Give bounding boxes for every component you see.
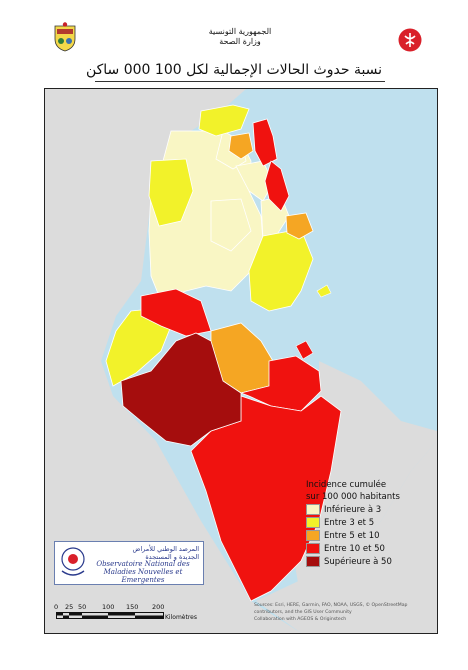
legend-label: Supérieure à 50 (324, 556, 392, 567)
map-legend: Incidence cumulée sur 100 000 habitants … (306, 479, 418, 568)
region-mahdia (248, 228, 314, 312)
legend-label: Entre 10 et 50 (324, 543, 385, 554)
region-kebili (120, 332, 242, 447)
legend-title-line1: Incidence cumulée (306, 480, 387, 490)
scale-tick-label: 0 (54, 603, 59, 611)
legend-label: Entre 5 et 10 (324, 530, 380, 541)
legend-item: Supérieure à 50 (306, 555, 418, 568)
map-credits: Sources: Esri, HERE, Garmin, FAO, NOAA, … (254, 602, 430, 623)
region-gafsa (140, 288, 212, 337)
legend-item: Entre 5 et 10 (306, 529, 418, 542)
region-kerkennah (316, 284, 332, 298)
scale-tick-label: 150 (126, 603, 139, 611)
logo-french: Observatoire National des Maladies Nouve… (87, 560, 199, 584)
legend-label: Inférieure à 3 (324, 504, 382, 515)
scale-tick-label: 50 (78, 603, 87, 611)
scale-unit: Kilomètres (165, 614, 197, 621)
logo-arabic-line1: المرصد الوطني للأمراض (132, 545, 199, 553)
credits-line2: contributors, and the GIS User Community (254, 610, 352, 615)
observatory-emblem-icon (61, 547, 85, 576)
legend-swatch (306, 530, 320, 541)
header-text: الجمهورية التونسية وزارة الصحة (170, 27, 310, 47)
scale-tick-label: 200 (152, 603, 165, 611)
legend-item: Entre 3 et 5 (306, 516, 418, 529)
logo-arabic: المرصد الوطني للأمراض الجديدة و المستجدة (91, 545, 199, 561)
legend-swatch (306, 504, 320, 515)
legend-swatch (306, 556, 320, 567)
observatory-logo: المرصد الوطني للأمراض الجديدة و المستجدة… (54, 541, 204, 585)
legend-title-line2: sur 100 000 habitants (306, 492, 400, 502)
credits-line3: Collaboration with AGEOS & Originstech (254, 617, 347, 622)
legend-swatch (306, 517, 320, 528)
legend-label: Entre 3 et 5 (324, 517, 375, 528)
region-manouba (228, 132, 254, 160)
map-title: نسبة حدوث الحالات الإجمالية لكل 100 000 … (85, 62, 383, 78)
region-tunis (252, 118, 278, 167)
region-nabeul (264, 160, 290, 212)
region-kef (148, 158, 194, 227)
legend-item: Entre 10 et 50 (306, 542, 418, 555)
header-country: الجمهورية التونسية (208, 27, 272, 36)
scale-tick-label: 25 (65, 603, 74, 611)
region-monastir (285, 212, 314, 240)
tunisia-coat-of-arms-icon (52, 22, 78, 52)
logo-arabic-line2: الجديدة و المستجدة (145, 553, 199, 561)
region-siliana (210, 198, 252, 252)
region-djerba (295, 340, 314, 360)
header-ministry: وزارة الصحة (219, 37, 261, 46)
title-underline (95, 81, 385, 82)
region-bizerte (198, 104, 250, 137)
region-tataouine (190, 395, 342, 602)
ministry-logo-icon (398, 28, 422, 52)
logo-french-line2: Maladies Nouvelles et Emergentes (103, 568, 183, 584)
algeria-land (45, 89, 301, 633)
scale-bar (56, 612, 164, 619)
tunisia-map (45, 89, 437, 633)
scale-tick-label: 100 (102, 603, 115, 611)
logo-french-line1: Observatoire National des (96, 560, 190, 568)
legend-swatch (306, 543, 320, 554)
credits-line1: Sources: Esri, HERE, Garmin, FAO, NOAA, … (254, 603, 408, 608)
legend-item: Inférieure à 3 (306, 503, 418, 516)
